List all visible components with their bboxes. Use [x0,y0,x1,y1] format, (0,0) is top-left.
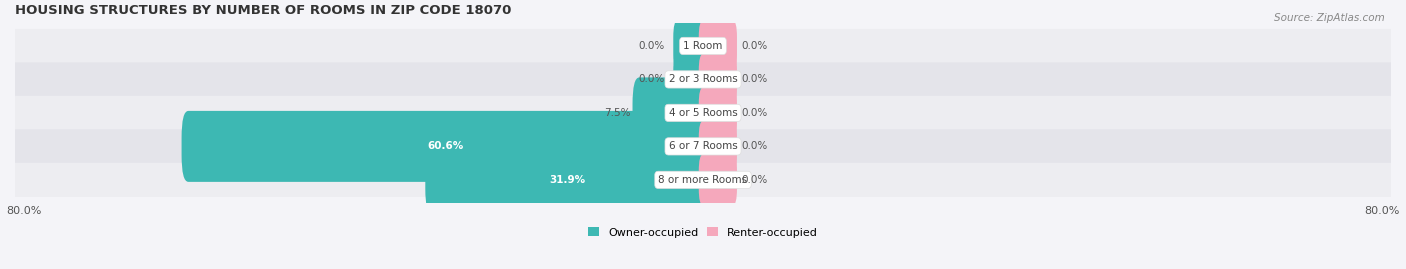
FancyBboxPatch shape [15,29,1391,63]
Text: 0.0%: 0.0% [741,175,768,185]
Text: 8 or more Rooms: 8 or more Rooms [658,175,748,185]
FancyBboxPatch shape [15,96,1391,130]
Legend: Owner-occupied, Renter-occupied: Owner-occupied, Renter-occupied [588,227,818,238]
FancyBboxPatch shape [699,54,737,105]
FancyBboxPatch shape [15,163,1391,197]
Text: 7.5%: 7.5% [605,108,631,118]
FancyBboxPatch shape [699,121,737,172]
Text: 0.0%: 0.0% [741,41,768,51]
FancyBboxPatch shape [673,20,707,71]
FancyBboxPatch shape [15,62,1391,97]
Text: 4 or 5 Rooms: 4 or 5 Rooms [669,108,737,118]
FancyBboxPatch shape [633,77,710,148]
Text: 60.6%: 60.6% [427,141,464,151]
Text: 1 Room: 1 Room [683,41,723,51]
Text: 31.9%: 31.9% [550,175,586,185]
Text: 0.0%: 0.0% [741,108,768,118]
Text: Source: ZipAtlas.com: Source: ZipAtlas.com [1274,13,1385,23]
FancyBboxPatch shape [15,129,1391,164]
Text: HOUSING STRUCTURES BY NUMBER OF ROOMS IN ZIP CODE 18070: HOUSING STRUCTURES BY NUMBER OF ROOMS IN… [15,4,512,17]
Text: 6 or 7 Rooms: 6 or 7 Rooms [669,141,737,151]
FancyBboxPatch shape [181,111,710,182]
Text: 0.0%: 0.0% [741,141,768,151]
FancyBboxPatch shape [699,154,737,205]
Text: 2 or 3 Rooms: 2 or 3 Rooms [669,75,737,84]
Text: 0.0%: 0.0% [638,75,665,84]
Text: 0.0%: 0.0% [741,75,768,84]
FancyBboxPatch shape [699,87,737,138]
Text: 0.0%: 0.0% [638,41,665,51]
FancyBboxPatch shape [425,144,710,215]
FancyBboxPatch shape [699,20,737,71]
FancyBboxPatch shape [673,54,707,105]
